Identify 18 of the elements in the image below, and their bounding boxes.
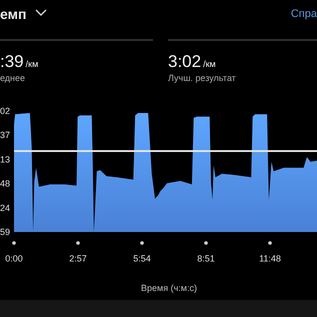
x-axis-title: Время (ч:м:с) [141, 283, 197, 293]
text: 48 [0, 178, 10, 189]
text: :39/км [0, 52, 38, 71]
x-tick-label: 2:57 [69, 253, 87, 264]
x-tick-label: 0:00 [5, 253, 23, 264]
chart-title: емп [0, 6, 26, 22]
text: Лучш. результат [168, 73, 236, 83]
text: 59 [0, 227, 10, 237]
x-tick-label: 8:51 [197, 253, 215, 264]
text: 24 [0, 202, 10, 213]
text: 02 [0, 106, 10, 116]
text: 37 [0, 130, 10, 140]
text: Спра [290, 8, 317, 20]
text: 13 [0, 154, 10, 164]
x-tick-label: 11:48 [259, 253, 281, 264]
text: 3:02/км [168, 52, 216, 71]
x-tick-label: 5:54 [133, 253, 151, 264]
text: еднее [0, 73, 26, 83]
